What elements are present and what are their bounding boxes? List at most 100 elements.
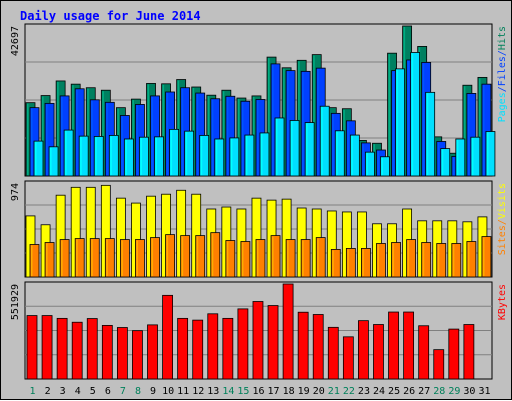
bar-body	[139, 136, 149, 177]
bar-highlight	[46, 104, 48, 175]
bar-body	[380, 156, 390, 177]
bar-highlight	[76, 239, 78, 276]
bar-body	[108, 135, 119, 177]
bar-body	[33, 140, 44, 177]
bar-pages-day-26	[410, 52, 421, 177]
bar-pages-day-13	[214, 138, 225, 177]
bar-sites-day-7	[119, 239, 130, 278]
bar-highlight	[223, 319, 226, 378]
bar-highlight	[377, 244, 379, 276]
day-label-21: 21	[328, 386, 340, 397]
bar-highlight	[91, 100, 93, 175]
bar-highlight	[317, 69, 319, 175]
bar-highlight	[283, 200, 285, 276]
bar-highlight	[211, 233, 214, 276]
bar-highlight	[287, 71, 289, 175]
bar-highlight	[110, 136, 112, 175]
bar-highlight	[452, 244, 455, 276]
bar-highlight	[65, 131, 67, 175]
bar-highlight	[344, 337, 346, 378]
bar-highlight	[437, 244, 440, 276]
bar-sites-day-22	[345, 248, 356, 278]
bar-body	[466, 241, 477, 278]
bar-sites-day-17	[270, 235, 281, 278]
bar-sites-day-15	[240, 241, 251, 278]
bar-body	[154, 136, 164, 177]
day-label-5: 5	[90, 386, 96, 397]
bar-highlight	[404, 313, 407, 378]
bar-pages-day-11	[184, 130, 195, 177]
bar-body	[229, 137, 240, 177]
bar-pages-day-12	[199, 135, 210, 177]
bar-highlight	[434, 350, 437, 378]
bar-pages-day-7	[123, 138, 134, 177]
bar-kbytes-day-22	[342, 336, 354, 380]
bar-highlight	[178, 319, 181, 378]
bar-body	[78, 135, 89, 177]
bar-sites-day-6	[104, 238, 115, 278]
bar-body	[297, 311, 309, 380]
bar-highlight	[407, 240, 410, 276]
legend-entry-top-3: Files	[497, 56, 508, 86]
bar-body	[240, 241, 251, 278]
bar-highlight	[181, 236, 184, 276]
bar-highlight	[456, 139, 459, 175]
bar-highlight	[91, 239, 93, 276]
bar-body	[373, 324, 384, 380]
bar-highlight	[366, 153, 368, 175]
bar-highlight	[215, 139, 218, 175]
bar-kbytes-day-25	[388, 311, 399, 380]
bar-sites-day-5	[89, 238, 100, 278]
bar-kbytes-day-2	[41, 315, 53, 380]
day-label-27: 27	[418, 386, 430, 397]
day-label-6: 6	[105, 386, 111, 397]
bar-highlight	[314, 315, 316, 378]
bar-highlight	[482, 237, 485, 276]
bar-highlight	[321, 107, 323, 175]
panel-bottom-ymax-label: 551929	[10, 284, 21, 320]
bar-sites-day-3	[59, 239, 70, 278]
bar-highlight	[441, 149, 444, 175]
day-label-16: 16	[252, 386, 264, 397]
bar-sites-day-14	[225, 240, 236, 278]
bar-highlight	[162, 195, 165, 276]
bar-highlight	[388, 54, 391, 176]
bar-body	[150, 237, 160, 278]
bar-highlight	[302, 240, 304, 276]
bar-highlight	[464, 325, 467, 378]
bar-highlight	[396, 69, 399, 175]
day-label-20: 20	[313, 386, 325, 397]
bar-body	[162, 294, 173, 380]
bar-sites-day-23	[361, 248, 371, 278]
bar-highlight	[132, 204, 134, 276]
bar-highlight	[313, 55, 315, 175]
bar-highlight	[103, 326, 105, 378]
bar-highlight	[57, 196, 59, 276]
bar-highlight	[177, 191, 180, 276]
bar-highlight	[237, 99, 240, 175]
bar-pages-day-16	[259, 132, 270, 177]
bar-body	[259, 132, 270, 177]
bar-body	[210, 232, 221, 278]
bar-kbytes-day-13	[207, 313, 219, 380]
bar-highlight	[147, 84, 150, 175]
bar-kbytes-day-17	[267, 305, 279, 380]
bar-highlight	[102, 91, 104, 175]
bar-pages-day-10	[169, 128, 179, 177]
bar-highlight	[448, 221, 451, 276]
bar-highlight	[87, 88, 89, 175]
bar-highlight	[452, 157, 455, 175]
day-label-18: 18	[283, 386, 295, 397]
bar-highlight	[140, 138, 142, 175]
bar-highlight	[181, 88, 184, 175]
bar-highlight	[343, 212, 345, 276]
bar-body	[425, 91, 436, 177]
bar-kbytes-day-1	[26, 315, 38, 380]
bar-highlight	[359, 321, 361, 378]
bar-body	[410, 52, 421, 177]
bar-highlight	[31, 245, 33, 276]
legend-entry-top-2: /	[497, 50, 508, 56]
bar-highlight	[87, 188, 89, 276]
